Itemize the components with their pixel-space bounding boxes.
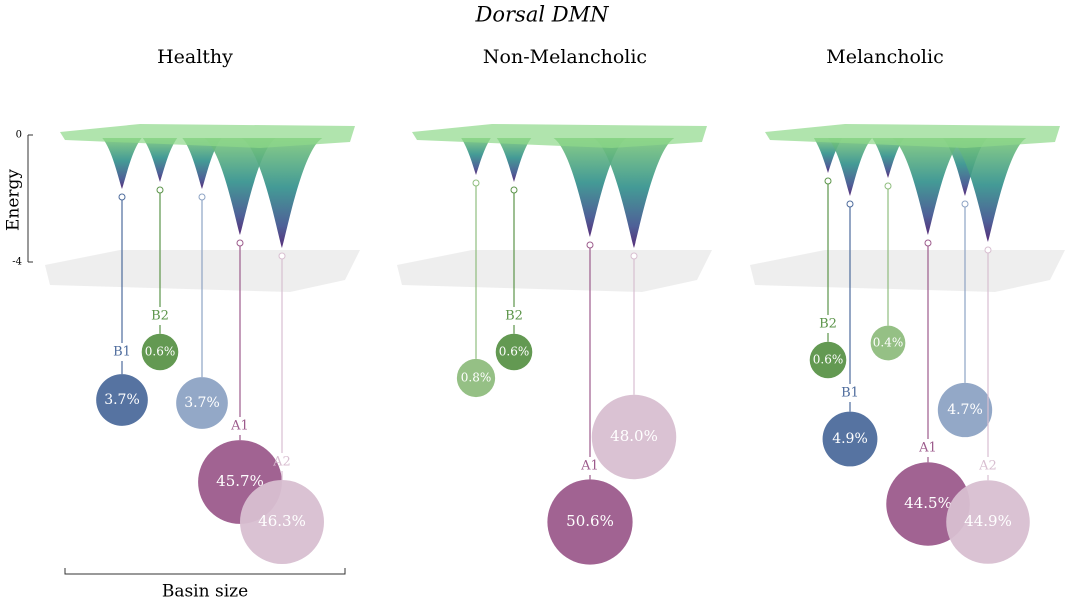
basin-size-label: 0.8% — [461, 371, 492, 385]
floor-plane — [397, 250, 712, 292]
panel-title: Healthy — [157, 46, 233, 68]
basin-size-bubble — [240, 480, 324, 564]
basin-marker — [824, 177, 832, 185]
basin-size-label: 0.6% — [813, 353, 844, 367]
energy-basin — [102, 138, 142, 189]
basin-marker — [510, 186, 518, 194]
energy-plane — [765, 124, 1060, 148]
figure-title: Dorsal DMN — [475, 3, 610, 27]
basin-size-label: 4.9% — [832, 431, 868, 447]
basin-size-bubble — [96, 374, 148, 426]
basin-size-label: 50.6% — [566, 512, 614, 530]
basin-marker — [198, 193, 206, 201]
basin-size-label: Basin size — [162, 582, 248, 602]
energy-basin — [892, 138, 964, 235]
basin-size-bubble — [822, 411, 878, 467]
basin-label: B1 — [113, 345, 131, 360]
basin-size-bracket — [64, 568, 346, 575]
basin-size-label: 0.6% — [499, 345, 530, 359]
basin-size-label: 4.7% — [947, 402, 983, 418]
energy-basin — [241, 138, 323, 248]
energy-basin — [553, 138, 627, 237]
basin-size-bubble — [870, 325, 906, 361]
y-tick-label: 0 — [16, 130, 22, 141]
basin-label: A1 — [230, 419, 249, 434]
energy-basin — [827, 138, 873, 196]
basin-size-bubble — [809, 341, 847, 379]
energy-basin — [461, 138, 491, 175]
basin-label: B1 — [841, 386, 859, 401]
basin-size-bubble — [456, 358, 496, 398]
basin-size-bubble — [547, 479, 633, 565]
basin-size-label: 45.7% — [216, 472, 264, 490]
basin-size-label: 48.0% — [610, 427, 658, 445]
basin-marker — [630, 252, 638, 260]
basin-size-label: 44.5% — [904, 494, 952, 512]
energy-basin — [949, 138, 1027, 242]
basin-marker — [846, 200, 854, 208]
basin-marker — [961, 200, 969, 208]
panel-title: Melancholic — [826, 46, 943, 68]
basin-size-label: 44.9% — [964, 512, 1012, 530]
basin-size-label: 3.7% — [184, 395, 220, 411]
basin-marker — [472, 179, 480, 187]
basin-marker — [278, 252, 286, 260]
energy-basin — [872, 138, 904, 178]
basin-size-bubble — [176, 377, 228, 429]
basin-marker — [884, 182, 892, 190]
basin-size-bubble — [495, 333, 533, 371]
energy-basin — [182, 138, 222, 189]
panel-title: Non-Melancholic — [483, 46, 647, 68]
basin-label: A1 — [580, 459, 599, 474]
basin-marker — [924, 239, 932, 247]
basin-marker — [984, 246, 992, 254]
basin-label: B2 — [505, 309, 523, 324]
basin-marker — [586, 241, 594, 249]
basin-size-bubble — [591, 394, 677, 480]
basin-size-label: 0.4% — [873, 336, 904, 350]
basin-marker — [236, 239, 244, 247]
basin-label: B2 — [151, 309, 169, 324]
basin-label: A2 — [272, 455, 291, 470]
basin-size-bubble — [937, 382, 993, 438]
basin-label: A2 — [978, 459, 997, 474]
y-tick-label: -4 — [12, 257, 22, 268]
energy-plane — [412, 124, 707, 148]
energy-basin — [496, 138, 532, 182]
y-axis-label: Energy — [4, 169, 24, 231]
basin-size-bubble — [946, 480, 1030, 564]
energy-basin — [593, 138, 675, 248]
energy-plane — [60, 124, 355, 148]
basin-size-label: 46.3% — [258, 512, 306, 530]
energy-basin — [142, 138, 178, 182]
basin-size-bubble — [141, 333, 179, 371]
floor-plane — [750, 250, 1065, 292]
basin-size-label: 3.7% — [104, 392, 140, 408]
basin-marker — [118, 193, 126, 201]
basin-label: A1 — [918, 441, 937, 456]
basin-marker — [156, 186, 164, 194]
basin-size-label: 0.6% — [145, 345, 176, 359]
basin-label: B2 — [819, 317, 837, 332]
